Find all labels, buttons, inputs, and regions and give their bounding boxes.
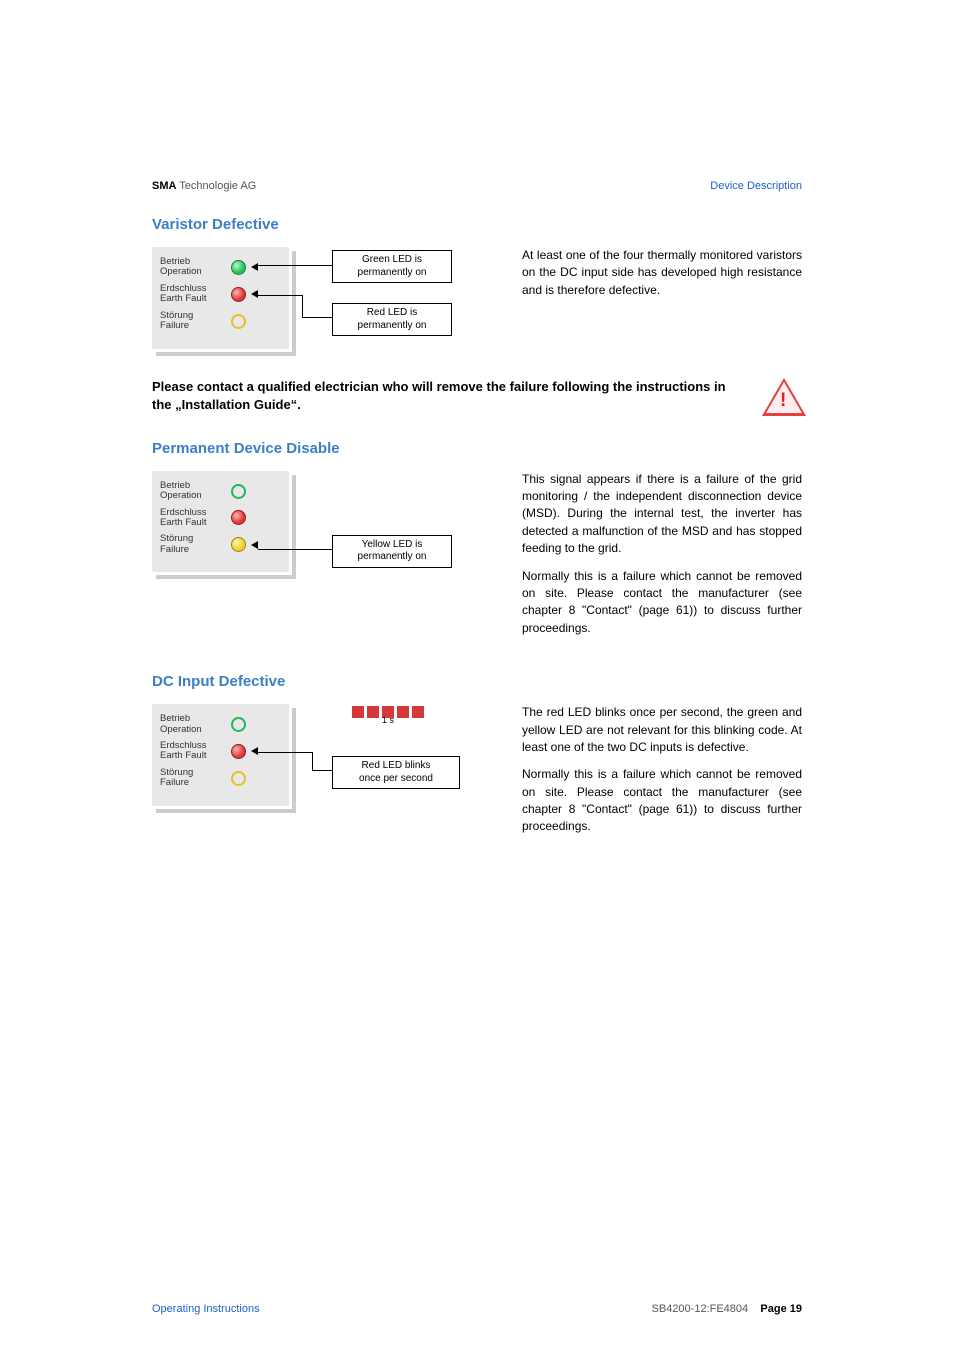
connector-line xyxy=(312,752,313,770)
brand: SMA xyxy=(152,180,176,192)
warning-icon: ! xyxy=(762,378,802,414)
led-label: Störung Failure xyxy=(160,768,225,789)
brand-suffix: Technologie AG xyxy=(176,180,256,192)
callout-red-blinks: Red LED blinks once per second xyxy=(332,756,460,789)
warning-block: Please contact a qualified electrician w… xyxy=(152,378,802,414)
permanent-text: This signal appears if there is a failur… xyxy=(522,471,802,648)
connector-line xyxy=(258,295,302,296)
footer-right: SB4200-12:FE4804 Page 19 xyxy=(652,1303,802,1315)
led-yellow xyxy=(231,537,246,552)
body-text: At least one of the four thermally monit… xyxy=(522,247,802,299)
panel-row-operation: Betrieb Operation xyxy=(160,481,284,502)
permanent-diagram: Betrieb Operation Erdschluss Earth Fault… xyxy=(152,471,492,648)
led-red xyxy=(231,744,246,759)
led-green-ring xyxy=(231,717,246,732)
callout-green-permanent: Green LED is permanently on xyxy=(332,250,452,283)
footer-left: Operating Instructions xyxy=(152,1303,260,1315)
panel-row-operation: Betrieb Operation xyxy=(160,714,284,735)
section-title-permanent: Permanent Device Disable xyxy=(152,440,802,457)
panel-row-failure: Störung Failure xyxy=(160,768,284,789)
section-title-dcinput: DC Input Defective xyxy=(152,673,802,690)
led-yellow-ring xyxy=(231,314,246,329)
led-green-ring xyxy=(231,484,246,499)
connector-line xyxy=(258,752,312,753)
header-left: SMA Technologie AG xyxy=(152,180,256,192)
section-dcinput: Betrieb Operation Erdschluss Earth Fault… xyxy=(152,704,802,846)
blink-square xyxy=(397,706,409,718)
panel-row-failure: Störung Failure xyxy=(160,534,284,555)
panel-row-failure: Störung Failure xyxy=(160,311,284,332)
page-footer: Operating Instructions SB4200-12:FE4804 … xyxy=(152,1303,802,1315)
led-panel: Betrieb Operation Erdschluss Earth Fault… xyxy=(152,471,292,576)
led-label: Erdschluss Earth Fault xyxy=(160,508,225,529)
warning-text: Please contact a qualified electrician w… xyxy=(152,378,740,413)
led-label: Störung Failure xyxy=(160,534,225,555)
doc-id: SB4200-12:FE4804 xyxy=(652,1303,749,1315)
led-label: Betrieb Operation xyxy=(160,257,225,278)
panel-row-operation: Betrieb Operation xyxy=(160,257,284,278)
body-text: Normally this is a failure which cannot … xyxy=(522,568,802,638)
blink-square xyxy=(412,706,424,718)
led-label: Betrieb Operation xyxy=(160,714,225,735)
section-varistor: Betrieb Operation Erdschluss Earth Fault… xyxy=(152,247,802,352)
led-red xyxy=(231,510,246,525)
varistor-text: At least one of the four thermally monit… xyxy=(522,247,802,352)
led-label: Betrieb Operation xyxy=(160,481,225,502)
body-text: Normally this is a failure which cannot … xyxy=(522,766,802,836)
led-green xyxy=(231,260,246,275)
dcinput-diagram: Betrieb Operation Erdschluss Earth Fault… xyxy=(152,704,492,846)
body-text: This signal appears if there is a failur… xyxy=(522,471,802,558)
arrow-icon xyxy=(251,290,258,298)
body-text: The red LED blinks once per second, the … xyxy=(522,704,802,756)
led-label: Erdschluss Earth Fault xyxy=(160,284,225,305)
page-number: 19 xyxy=(790,1303,802,1315)
led-label: Störung Failure xyxy=(160,311,225,332)
connector-line xyxy=(302,317,332,318)
blink-square xyxy=(352,706,364,718)
arrow-icon xyxy=(251,747,258,755)
callout-yellow-permanent: Yellow LED is permanently on xyxy=(332,535,452,568)
page-header: SMA Technologie AG Device Description xyxy=(152,180,802,192)
arrow-icon xyxy=(251,541,258,549)
header-right: Device Description xyxy=(710,180,802,192)
arrow-icon xyxy=(251,263,258,271)
connector-line xyxy=(258,549,332,550)
led-panel: Betrieb Operation Erdschluss Earth Fault… xyxy=(152,247,292,352)
blink-waveform: 1 s xyxy=(352,706,424,725)
varistor-diagram: Betrieb Operation Erdschluss Earth Fault… xyxy=(152,247,492,352)
connector-line xyxy=(302,295,303,317)
callout-red-permanent: Red LED is permanently on xyxy=(332,303,452,336)
blink-square xyxy=(367,706,379,718)
led-red xyxy=(231,287,246,302)
led-label: Erdschluss Earth Fault xyxy=(160,741,225,762)
section-title-varistor: Varistor Defective xyxy=(152,216,802,233)
connector-line xyxy=(258,265,332,266)
dcinput-text: The red LED blinks once per second, the … xyxy=(522,704,802,846)
panel-row-earthfault: Erdschluss Earth Fault xyxy=(160,508,284,529)
section-permanent: Betrieb Operation Erdschluss Earth Fault… xyxy=(152,471,802,648)
page-label: Page xyxy=(760,1303,789,1315)
led-yellow-ring xyxy=(231,771,246,786)
led-panel: Betrieb Operation Erdschluss Earth Fault… xyxy=(152,704,292,809)
connector-line xyxy=(312,770,332,771)
